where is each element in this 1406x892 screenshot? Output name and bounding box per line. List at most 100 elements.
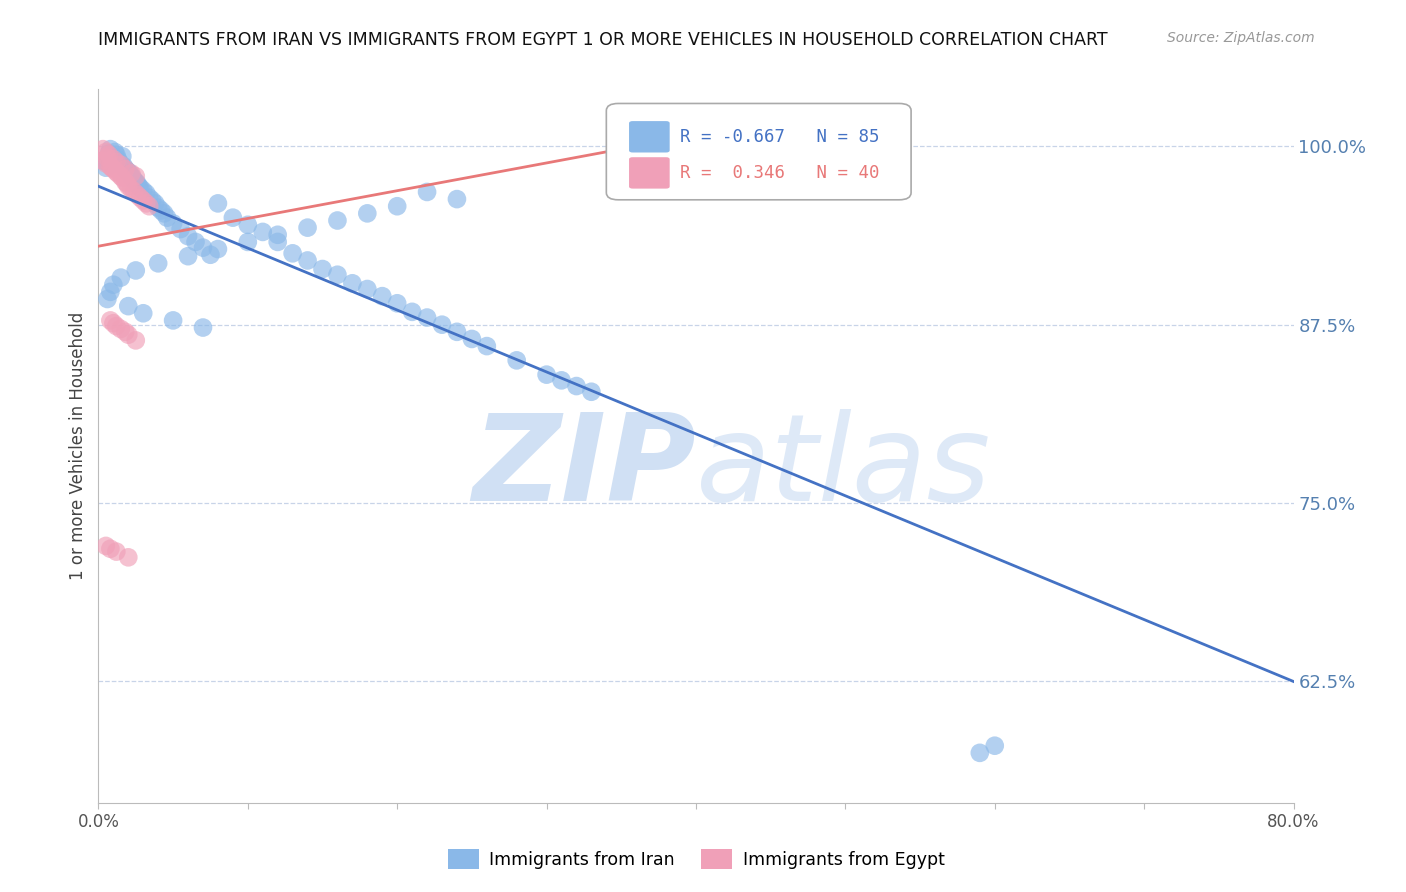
Point (125, 263, 148, 277)
Point (222, 211, 245, 225)
Text: atlas: atlas (696, 409, 991, 526)
Point (127, 187, 149, 202)
Point (371, 289, 394, 303)
Point (385, 199, 409, 213)
Point (124, 173, 146, 187)
Point (98, 313, 122, 327)
Point (98, 159, 122, 173)
Point (114, 162, 136, 177)
Point (550, 373, 572, 387)
Point (111, 170, 134, 185)
Point (475, 339, 498, 353)
Point (98, 142, 122, 156)
Point (117, 179, 139, 194)
Point (132, 194, 155, 208)
Text: ZIP: ZIP (472, 409, 696, 526)
Point (128, 179, 150, 194)
Point (191, 241, 214, 255)
Point (111, 149, 134, 163)
Point (356, 282, 378, 296)
Point (236, 235, 259, 249)
Point (169, 222, 191, 236)
Point (177, 249, 200, 263)
Point (132, 306, 155, 320)
Point (129, 180, 152, 194)
Point (135, 186, 157, 201)
Point (236, 218, 259, 232)
Point (121, 170, 143, 185)
Point (184, 235, 207, 249)
Point (150, 203, 173, 218)
Point (162, 216, 184, 230)
Point (110, 158, 132, 172)
Point (267, 227, 290, 242)
Point (91, 142, 114, 156)
Point (98, 285, 122, 299)
Point (104, 145, 127, 159)
Point (297, 253, 319, 268)
Point (105, 148, 128, 162)
Point (207, 196, 229, 211)
Point (342, 277, 364, 291)
Point (156, 211, 179, 225)
Point (148, 256, 170, 270)
Point (114, 175, 136, 189)
Point (94, 161, 117, 175)
Point (177, 229, 200, 244)
Point (143, 196, 166, 211)
Point (162, 313, 184, 327)
Point (118, 166, 141, 180)
Text: R = -0.667   N = 85: R = -0.667 N = 85 (681, 128, 880, 145)
Point (326, 213, 349, 227)
Point (114, 162, 136, 177)
Point (127, 177, 149, 191)
FancyBboxPatch shape (628, 121, 669, 153)
Point (311, 262, 333, 277)
Point (117, 299, 139, 313)
Point (506, 353, 529, 368)
Point (125, 334, 148, 348)
Point (101, 151, 124, 165)
Point (385, 296, 409, 310)
Point (984, 739, 1007, 753)
Point (105, 319, 128, 334)
Point (110, 322, 132, 336)
Point (107, 166, 129, 180)
Point (401, 305, 423, 319)
Point (105, 165, 128, 179)
Point (103, 277, 125, 292)
Point (107, 152, 129, 166)
Point (416, 185, 439, 199)
Point (115, 177, 138, 191)
Point (120, 182, 142, 196)
Point (125, 175, 148, 189)
Point (129, 191, 152, 205)
Point (120, 169, 142, 184)
Point (94, 539, 117, 553)
Point (536, 368, 558, 382)
Point (138, 199, 160, 213)
Point (96, 292, 118, 306)
FancyBboxPatch shape (606, 103, 911, 200)
Point (297, 220, 319, 235)
Point (416, 310, 439, 325)
Point (446, 192, 468, 206)
Point (91, 153, 114, 168)
Point (125, 169, 148, 184)
Y-axis label: 1 or more Vehicles in Household: 1 or more Vehicles in Household (69, 312, 87, 580)
Point (565, 379, 588, 393)
Point (120, 166, 142, 180)
Point (114, 325, 136, 339)
Point (117, 550, 139, 565)
Point (98, 541, 122, 556)
Point (103, 316, 125, 330)
Point (105, 155, 128, 169)
Point (117, 165, 139, 179)
Point (141, 194, 163, 208)
Point (110, 270, 132, 285)
Point (581, 384, 603, 399)
Point (252, 225, 274, 239)
Point (446, 325, 468, 339)
Point (138, 191, 160, 205)
Point (200, 248, 222, 262)
